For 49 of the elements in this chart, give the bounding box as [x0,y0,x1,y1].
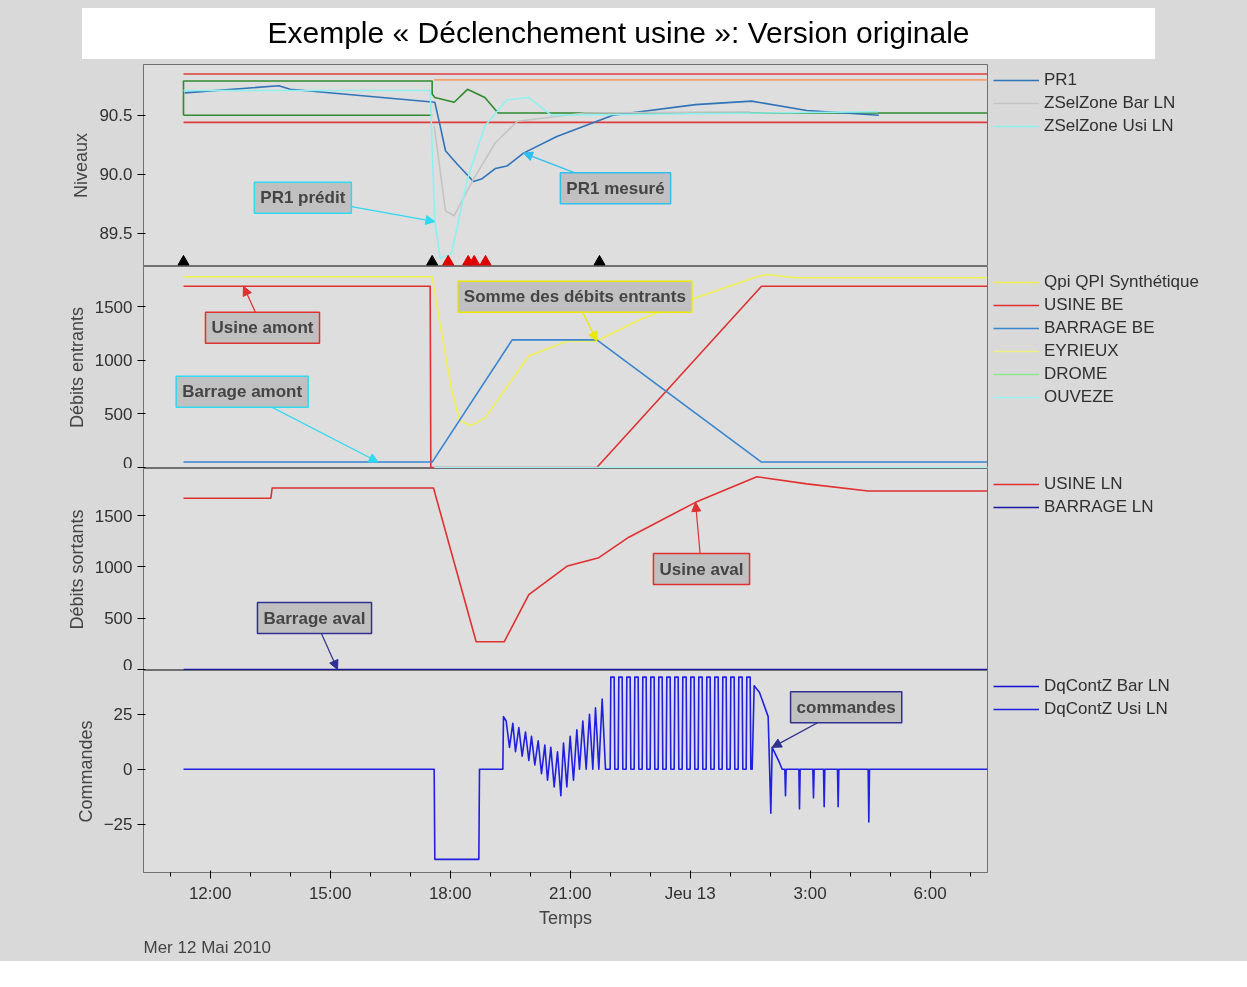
x-tick-label: 6:00 [913,883,947,903]
y-axis-title: Débits sortants [66,509,87,630]
x-tick-label: 3:00 [793,883,827,903]
legend-label: EYRIEUX [1044,340,1119,361]
legend-label: ZSelZone Bar LN [1044,92,1176,113]
legend-label: BARRAGE BE [1044,317,1155,338]
y-tick-label: 25 [113,705,133,725]
y-tick-label: 1500 [94,297,133,317]
text: Mer 12 Mai 2010 [143,937,272,957]
chart-title: Exemple « Déclenchement usine »: Version originale [267,15,970,51]
text: BARRAGE LN [1044,496,1154,517]
annotation: Barrage amont [182,382,303,402]
legend-label: ZSelZone Usi LN [1044,115,1174,136]
annotation: Barrage aval [263,608,366,628]
annotation: Usine amont [211,318,314,338]
y-axis-title: Commandes [75,720,96,823]
y-tick-label: 0 [123,655,133,675]
legend-label: PR1 [1044,69,1078,90]
y-tick-label: 0 [123,760,133,780]
legend-label: USINE BE [1044,294,1124,315]
y-tick-label: 500 [104,404,133,424]
x-axis-title: Temps [538,907,593,928]
x-tick-label: 12:00 [188,883,232,903]
y-tick-label: −25 [103,815,133,835]
y-tick-label: 90.5 [99,106,133,126]
y-axis-title: Niveaux [71,132,92,198]
annotation: PR1 prédit [260,188,346,208]
legend-label: DROME [1044,363,1108,384]
y-tick-label: 90.0 [99,165,133,185]
x-tick-label: 18:00 [428,883,472,903]
text: USINE LN [1044,473,1123,494]
annotation: Somme des débits entrants [463,287,686,307]
x-tick-label: 21:00 [548,883,592,903]
y-tick-label: 1000 [94,351,133,371]
legend-label: Qpi QPI Synthétique [1044,271,1199,292]
x-tick-label: 15:00 [308,883,352,903]
legend-label: DqContZ Usi LN [1044,698,1168,719]
y-tick-label: 500 [104,609,133,629]
legend-label: DqContZ Bar LN [1044,675,1170,696]
y-tick-label: 1500 [94,506,133,526]
y-tick-label: 0 [123,453,133,473]
y-tick-label: 1000 [94,557,133,577]
legend-label: OUVEZE [1044,386,1114,407]
annotation: PR1 mesuré [566,178,665,198]
x-tick-label: Jeu 13 [664,883,716,903]
annotation: commandes [796,697,896,717]
annotation: Usine aval [659,559,744,579]
y-tick-label: 89.5 [99,224,133,244]
y-axis-title: Débits entrants [66,306,87,428]
